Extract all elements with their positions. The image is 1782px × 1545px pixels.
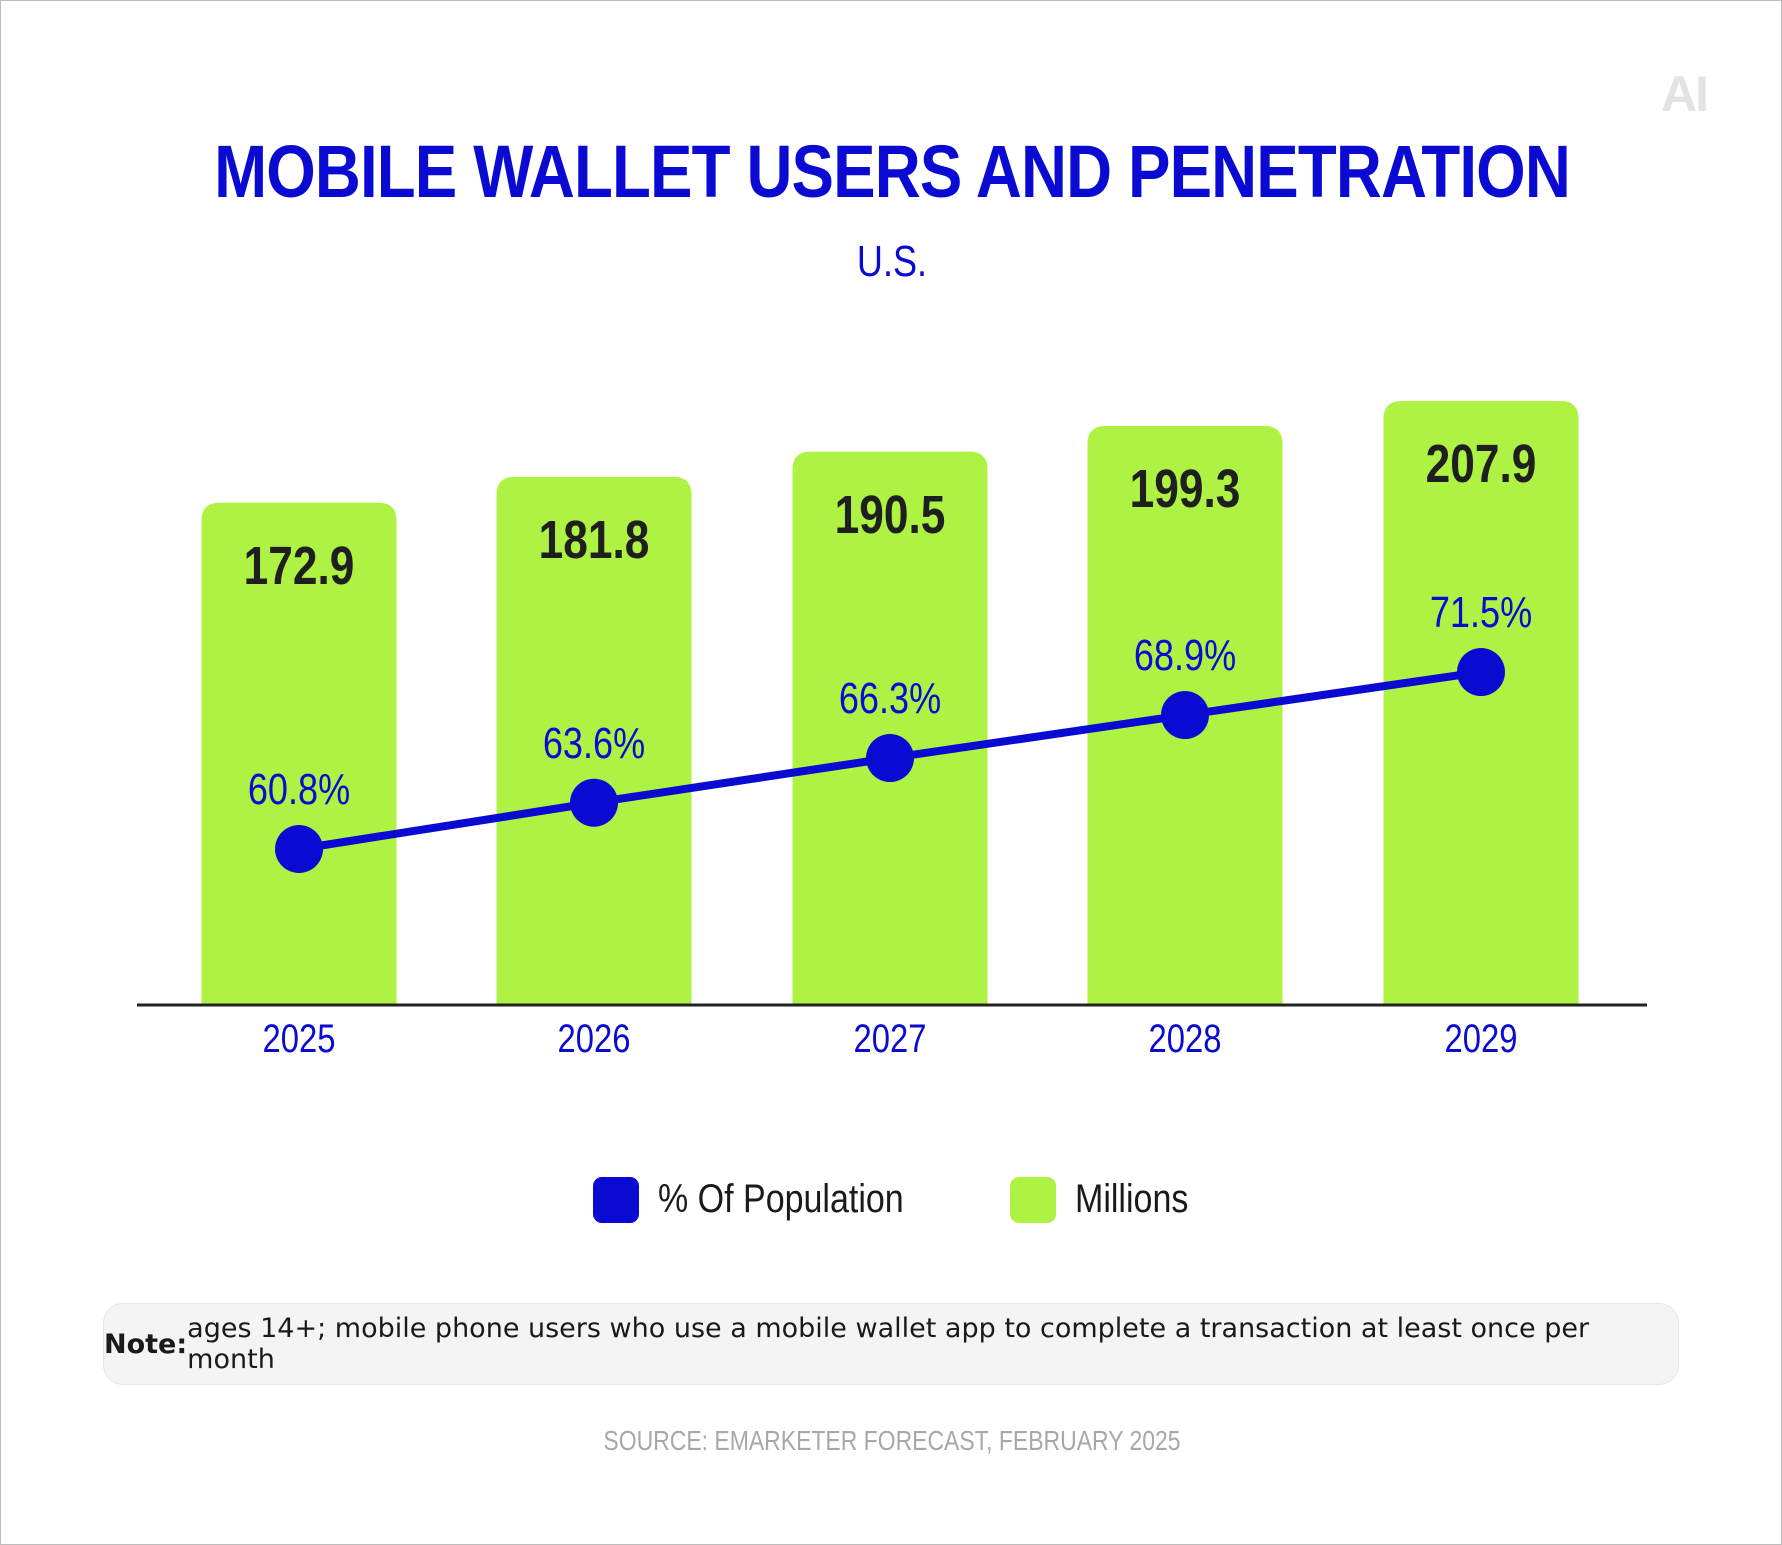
bar-value-label: 207.9 — [1425, 434, 1537, 495]
note-box: Note: ages 14+; mobile phone users who us… — [103, 1303, 1679, 1385]
x-tick-label: 2026 — [557, 1017, 631, 1061]
line-point-2029 — [1457, 648, 1505, 697]
bar-2027 — [792, 451, 988, 1005]
bar-2029 — [1383, 401, 1579, 1005]
chart-subtitle: U.S. — [856, 237, 928, 286]
line-value-label: 60.8% — [247, 765, 351, 814]
brand-logo: AI — [1661, 66, 1709, 122]
x-tick-label: 2027 — [853, 1017, 927, 1061]
bar-value-label: 190.5 — [834, 484, 946, 545]
line-point-2026 — [570, 778, 618, 827]
chart-title: MOBILE WALLET USERS AND PENETRATION — [214, 130, 1571, 213]
bar-value-label: 172.9 — [243, 535, 355, 596]
line-point-2027 — [866, 734, 914, 783]
bar-value-label: 181.8 — [538, 509, 650, 570]
x-tick-label: 2025 — [262, 1017, 336, 1061]
note-text: ages 14+; mobile phone users who use a m… — [187, 1313, 1590, 1375]
source-text: SOURCE: EMARKETER FORECAST, FEBRUARY 202… — [603, 1425, 1181, 1456]
legend-swatch-population — [593, 1177, 639, 1223]
line-value-label: 63.6% — [542, 718, 646, 768]
legend-swatch-millions — [1010, 1177, 1056, 1223]
note-label: Note: — [104, 1328, 188, 1360]
line-value-label: 71.5% — [1429, 588, 1533, 638]
line-value-label: 66.3% — [838, 674, 942, 724]
line-value-label: 68.9% — [1133, 631, 1237, 681]
legend-label-population: % Of Population — [658, 1177, 904, 1221]
bar-value-label: 199.3 — [1129, 459, 1241, 520]
x-tick-label: 2029 — [1444, 1017, 1518, 1061]
line-point-2025 — [275, 825, 323, 873]
bar-2025 — [201, 502, 397, 1005]
line-point-2028 — [1161, 691, 1209, 740]
bar-2026 — [496, 476, 692, 1006]
x-tick-label: 2028 — [1148, 1017, 1222, 1061]
legend-label-millions: Millions — [1075, 1177, 1189, 1221]
